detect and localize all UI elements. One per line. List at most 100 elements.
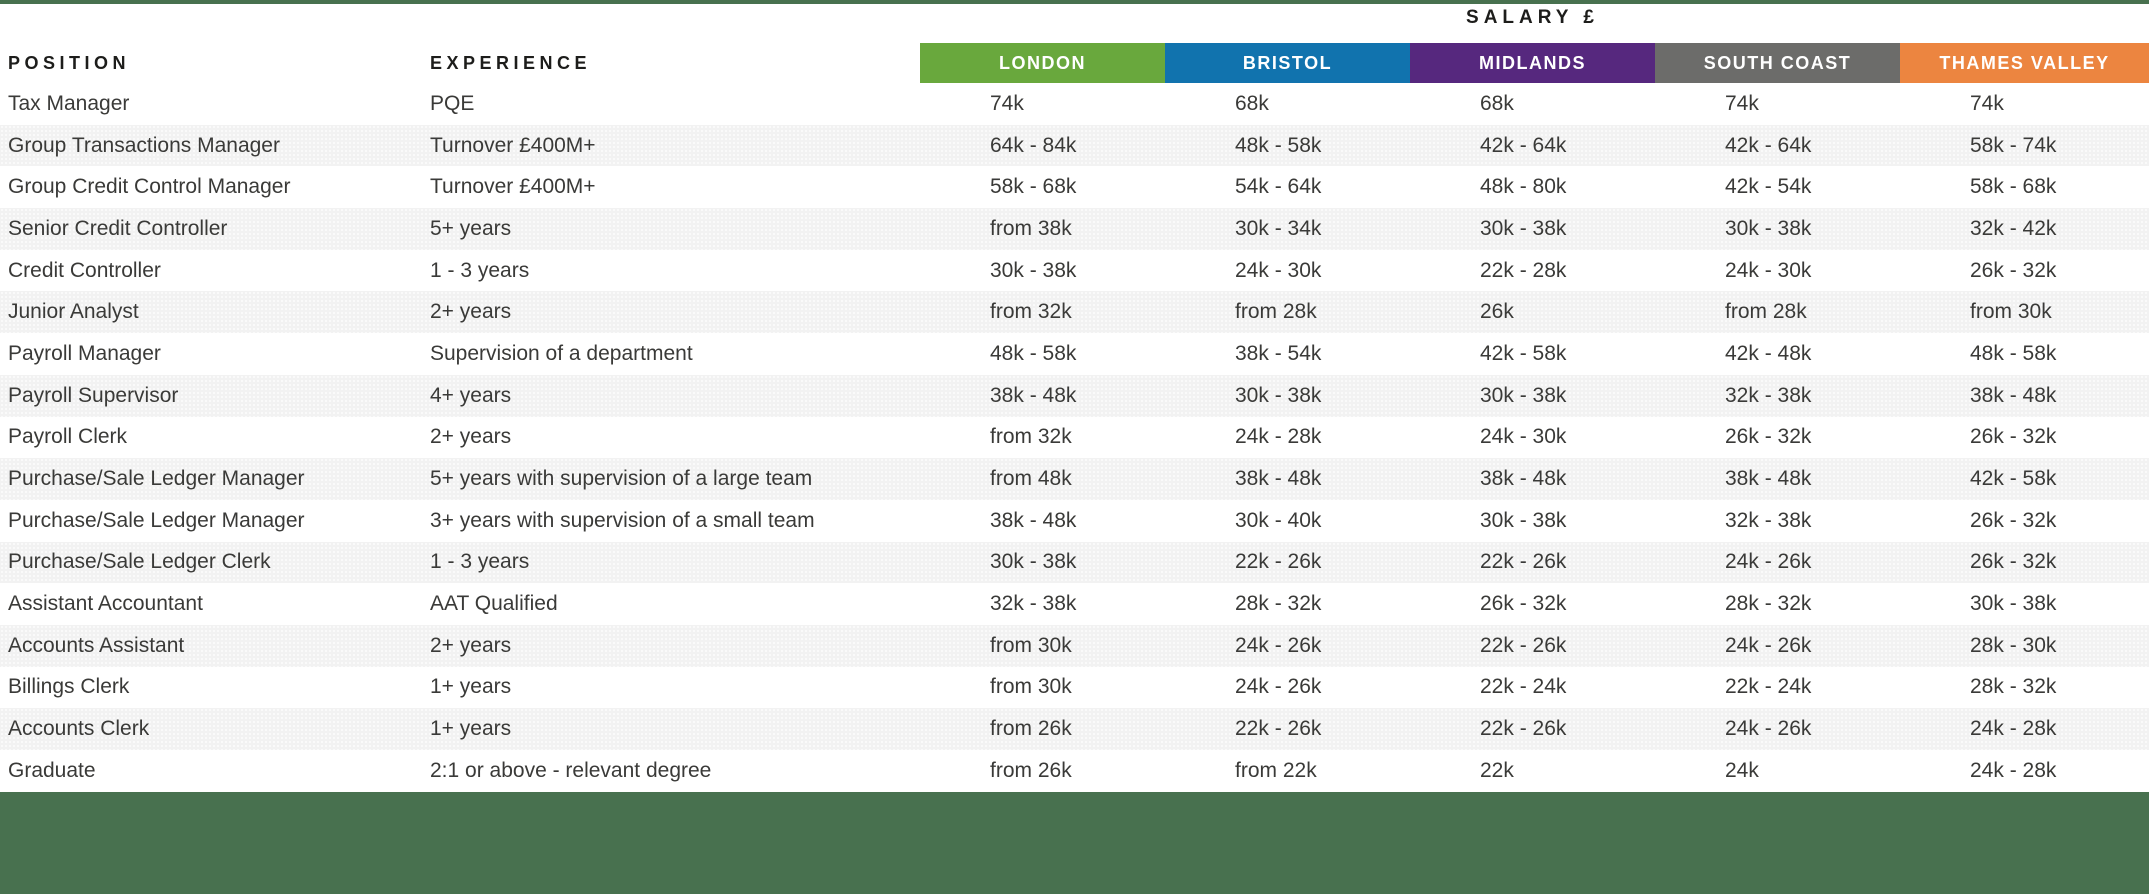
region-label: MIDLANDS — [1479, 52, 1586, 73]
salary-cell-london: from 30k — [990, 633, 1072, 657]
salary-cell-south-coast: 38k - 48k — [1725, 467, 1812, 491]
salary-cell-london: from 38k — [990, 216, 1072, 240]
position-cell: Junior Analyst — [8, 300, 139, 324]
position-cell: Accounts Clerk — [8, 717, 150, 741]
salary-cell-bristol: 24k - 26k — [1235, 633, 1322, 657]
table-row: Payroll Clerk 2+ years from 32k 24k - 28… — [0, 417, 2149, 459]
salary-cell-midlands: 30k - 38k — [1480, 508, 1567, 532]
salary-cell-midlands: 42k - 64k — [1480, 133, 1567, 157]
salary-cell-midlands: 30k - 38k — [1480, 383, 1567, 407]
salary-cell-midlands: 24k - 30k — [1480, 425, 1567, 449]
salary-cell-london: 58k - 68k — [990, 175, 1077, 199]
salary-cell-midlands: 42k - 58k — [1480, 341, 1567, 365]
experience-cell: 1 - 3 years — [430, 258, 530, 282]
salary-cell-bristol: 24k - 26k — [1235, 675, 1322, 699]
region-column-header: MIDLANDS — [1410, 43, 1655, 83]
experience-cell: Turnover £400M+ — [430, 175, 596, 199]
salary-cell-thames-valley: 58k - 74k — [1970, 133, 2057, 157]
salary-cell-south-coast: 24k — [1725, 758, 1759, 782]
salary-cell-bristol: 30k - 34k — [1235, 216, 1322, 240]
position-cell: Purchase/Sale Ledger Manager — [8, 467, 305, 491]
footer-band — [0, 792, 2149, 894]
position-cell: Purchase/Sale Ledger Clerk — [8, 550, 271, 574]
salary-cell-london: 38k - 48k — [990, 383, 1077, 407]
position-cell: Payroll Clerk — [8, 425, 128, 449]
salary-cell-thames-valley: from 30k — [1970, 300, 2052, 324]
table-row: Graduate 2:1 or above - relevant degree … — [0, 750, 2149, 792]
region-label: SOUTH COAST — [1703, 52, 1852, 73]
table-row: Group Transactions Manager Turnover £400… — [0, 124, 2149, 167]
salary-cell-london: 30k - 38k — [990, 550, 1077, 574]
salary-cell-bristol: 24k - 30k — [1235, 258, 1322, 282]
top-border-line — [0, 0, 2149, 4]
salary-cell-midlands: 30k - 38k — [1480, 216, 1567, 240]
salary-cell-thames-valley: 24k - 28k — [1970, 758, 2057, 782]
region-column-header: LONDON — [920, 43, 1165, 83]
position-cell: Payroll Supervisor — [8, 383, 179, 407]
salary-cell-thames-valley: 28k - 30k — [1970, 633, 2057, 657]
salary-cell-midlands: 22k — [1480, 758, 1514, 782]
salary-cell-bristol: 30k - 40k — [1235, 508, 1322, 532]
salary-cell-midlands: 26k — [1480, 300, 1514, 324]
salary-cell-midlands: 38k - 48k — [1480, 467, 1567, 491]
salary-cell-bristol: 24k - 28k — [1235, 425, 1322, 449]
salary-cell-south-coast: 30k - 38k — [1725, 216, 1812, 240]
position-column-header: POSITION — [8, 52, 131, 73]
salary-cell-london: 32k - 38k — [990, 592, 1077, 616]
salary-cell-midlands: 22k - 26k — [1480, 633, 1567, 657]
salary-cell-thames-valley: 30k - 38k — [1970, 592, 2057, 616]
salary-cell-thames-valley: 38k - 48k — [1970, 383, 2057, 407]
experience-cell: Turnover £400M+ — [430, 133, 596, 157]
experience-cell: 4+ years — [430, 383, 512, 407]
table-header-row: POSITION EXPERIENCE LONDON BRISTOL MIDLA… — [0, 43, 2149, 83]
salary-cell-thames-valley: 42k - 58k — [1970, 467, 2057, 491]
salary-cell-bristol: from 22k — [1235, 758, 1317, 782]
salary-cell-bristol: 38k - 54k — [1235, 341, 1322, 365]
table-row: Purchase/Sale Ledger Clerk 1 - 3 years 3… — [0, 541, 2149, 584]
salary-cell-london: from 30k — [990, 675, 1072, 699]
table-row: Purchase/Sale Ledger Manager 5+ years wi… — [0, 458, 2149, 500]
position-cell: Assistant Accountant — [8, 592, 203, 616]
region-label: BRISTOL — [1242, 52, 1333, 73]
region-column-header: SOUTH COAST — [1655, 43, 1900, 83]
salary-cell-south-coast: 42k - 64k — [1725, 133, 1812, 157]
table-row: Assistant Accountant AAT Qualified 32k -… — [0, 583, 2149, 625]
salary-cell-bristol: 28k - 32k — [1235, 592, 1322, 616]
salary-cell-london: from 32k — [990, 300, 1072, 324]
salary-cell-london: 64k - 84k — [990, 133, 1077, 157]
salary-cell-midlands: 22k - 24k — [1480, 675, 1567, 699]
salary-cell-south-coast: 28k - 32k — [1725, 592, 1812, 616]
salary-cell-south-coast: 24k - 30k — [1725, 258, 1812, 282]
table-row: Tax Manager PQE 74k 68k 68k 74k 74k — [0, 83, 2149, 125]
salary-cell-south-coast: 22k - 24k — [1725, 675, 1812, 699]
salary-cell-midlands: 68k — [1480, 91, 1514, 115]
salary-cell-bristol: 48k - 58k — [1235, 133, 1322, 157]
salary-cell-london: from 26k — [990, 717, 1072, 741]
position-cell: Purchase/Sale Ledger Manager — [8, 508, 305, 532]
experience-cell: 3+ years with supervision of a small tea… — [430, 508, 815, 532]
experience-cell: 2+ years — [430, 633, 512, 657]
position-cell: Tax Manager — [8, 91, 130, 115]
salary-cell-thames-valley: 24k - 28k — [1970, 717, 2057, 741]
experience-cell: 5+ years with supervision of a large tea… — [430, 467, 813, 491]
salary-cell-london: from 26k — [990, 758, 1072, 782]
salary-cell-midlands: 22k - 26k — [1480, 550, 1567, 574]
salary-cell-thames-valley: 58k - 68k — [1970, 175, 2057, 199]
position-cell: Senior Credit Controller — [8, 216, 228, 240]
region-column-header: THAMES VALLEY — [1900, 43, 2149, 83]
salary-cell-thames-valley: 28k - 32k — [1970, 675, 2057, 699]
salary-cell-south-coast: 24k - 26k — [1725, 550, 1812, 574]
salary-cell-thames-valley: 74k — [1970, 91, 2004, 115]
position-cell: Group Credit Control Manager — [8, 175, 291, 199]
salary-cell-south-coast: 32k - 38k — [1725, 508, 1812, 532]
table-row: Senior Credit Controller 5+ years from 3… — [0, 208, 2149, 250]
salary-cell-thames-valley: 26k - 32k — [1970, 508, 2057, 532]
salary-cell-midlands: 22k - 26k — [1480, 717, 1567, 741]
position-cell: Graduate — [8, 758, 96, 782]
salary-cell-thames-valley: 26k - 32k — [1970, 258, 2057, 282]
experience-column-header: EXPERIENCE — [430, 52, 592, 73]
salary-cell-south-coast: 74k — [1725, 91, 1759, 115]
salary-cell-london: 38k - 48k — [990, 508, 1077, 532]
salary-cell-south-coast: 26k - 32k — [1725, 425, 1812, 449]
table-row: Payroll Manager Supervision of a departm… — [0, 333, 2149, 375]
